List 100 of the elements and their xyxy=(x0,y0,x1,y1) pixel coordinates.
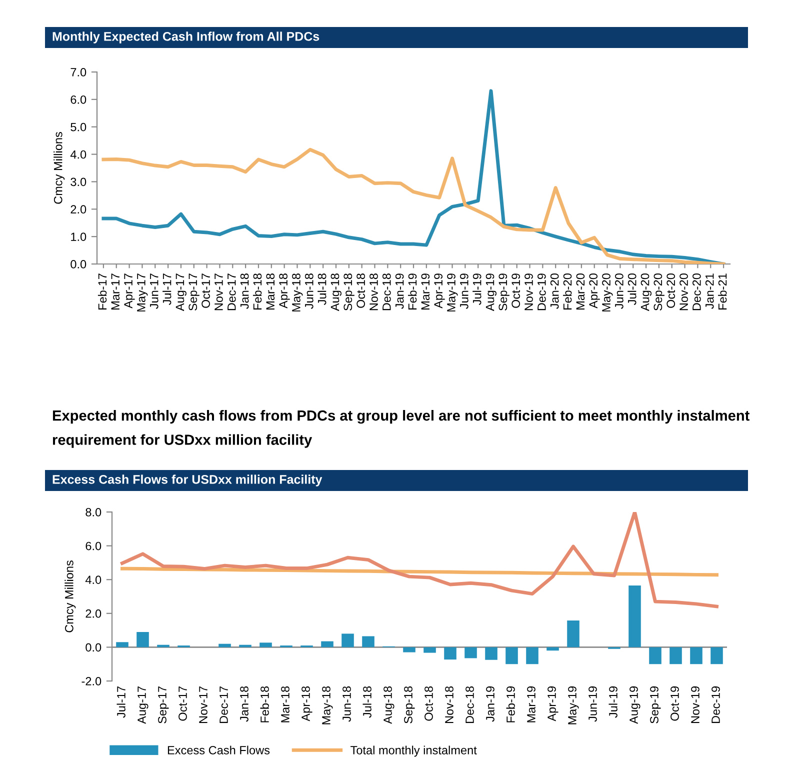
x-tick-label: Jul-20 xyxy=(628,273,636,305)
legend-label: Excess Cash Flows xyxy=(168,746,270,754)
x-tick-label: Apr-18 xyxy=(279,274,290,308)
x-tick-label: Feb-20 xyxy=(563,273,572,310)
bar xyxy=(321,641,334,648)
x-tick-label: Aug-18 xyxy=(330,274,342,312)
x-tick-label: Oct-17 xyxy=(202,274,210,308)
bar xyxy=(546,647,559,651)
x-tick-label: May-19 xyxy=(568,686,579,724)
x-tick-label: Mar-19 xyxy=(527,686,536,722)
x-tick-label: Jul-19 xyxy=(608,686,618,718)
x-tick-label: Sep-20 xyxy=(654,273,664,311)
x-tick-label: Jul-17 xyxy=(162,274,172,305)
bar xyxy=(260,642,272,648)
x-tick-label: Jan-18 xyxy=(240,686,248,722)
x-tick-label: Sep-19 xyxy=(498,274,510,311)
x-tick-label: Mar-17 xyxy=(111,274,120,310)
x-tick-label: Jan-20 xyxy=(550,273,559,309)
x-tick-label: Nov-18 xyxy=(370,274,378,310)
x-tick-label: Jul-18 xyxy=(362,686,372,718)
x-tick-label: Jun-20 xyxy=(615,273,624,309)
x-tick-label: Nov-17 xyxy=(199,686,208,723)
x-tick-label: Oct-19 xyxy=(670,686,679,721)
x-tick-label: Jan-18 xyxy=(240,274,249,309)
bar xyxy=(342,634,354,648)
x-tick-label: Mar-20 xyxy=(576,273,585,310)
x-tick-label: Jan-19 xyxy=(486,686,494,722)
x-tick-label: Jun-17 xyxy=(150,274,158,309)
x-tick-label: Apr-17 xyxy=(124,274,135,308)
x-tick-label: Jun-18 xyxy=(342,686,351,722)
x-tick-label: Jun-19 xyxy=(588,686,597,722)
x-tick-label: Sep-17 xyxy=(158,686,169,724)
bar xyxy=(628,586,641,648)
x-tick-label: Sep-19 xyxy=(650,686,661,724)
x-tick-label: Oct-20 xyxy=(666,273,676,308)
bar xyxy=(362,636,374,648)
y-tick-label: 7.0 xyxy=(70,68,86,76)
x-tick-label: Aug-20 xyxy=(640,273,652,312)
line-series xyxy=(102,148,726,264)
x-tick-label: Jul-17 xyxy=(116,686,126,718)
y-tick-label: 4.0 xyxy=(70,150,86,159)
legend-label: Total monthly instalment xyxy=(350,746,477,757)
x-tick-label: Apr-20 xyxy=(589,273,600,308)
x-tick-label: Jul-19 xyxy=(472,274,482,305)
x-tick-label: Apr-18 xyxy=(302,686,312,722)
y-axis-title: Cmcy Millions xyxy=(64,560,76,632)
y-tick-label: 2.0 xyxy=(86,609,102,618)
bar xyxy=(116,642,128,648)
bar xyxy=(670,647,682,664)
x-tick-label: Apr-19 xyxy=(548,686,558,722)
x-tick-label: Feb-17 xyxy=(98,274,107,310)
x-tick-label: Jun-18 xyxy=(304,274,314,309)
x-tick-label: Apr-19 xyxy=(434,274,445,308)
y-tick-label: 6.0 xyxy=(86,542,102,550)
bar xyxy=(403,647,416,652)
x-tick-label: Aug-17 xyxy=(176,274,186,312)
y-tick-label: 5.0 xyxy=(70,122,86,132)
bar xyxy=(424,647,436,653)
x-tick-label: Nov-19 xyxy=(524,274,533,310)
x-tick-label: Aug-17 xyxy=(138,686,148,724)
x-tick-label: Dec-19 xyxy=(712,686,720,723)
x-tick-label: Jan-19 xyxy=(395,274,404,309)
x-tick-label: Jun-19 xyxy=(460,274,468,309)
x-tick-label: Feb-18 xyxy=(260,686,269,722)
x-tick-label: Sep-18 xyxy=(404,686,415,724)
x-tick-label: Feb-21 xyxy=(718,274,727,310)
x-tick-label: Dec-17 xyxy=(220,686,228,723)
x-tick-label: May-18 xyxy=(292,274,303,312)
bar xyxy=(567,620,580,648)
bar xyxy=(136,632,149,648)
bar xyxy=(506,647,518,664)
x-tick-label: Mar-19 xyxy=(421,274,430,310)
x-tick-label: Mar-18 xyxy=(281,686,290,722)
x-tick-label: Sep-17 xyxy=(188,274,200,311)
x-tick-label: May-20 xyxy=(602,273,613,312)
y-tick-label: 4.0 xyxy=(85,576,102,584)
x-tick-label: Oct-18 xyxy=(424,686,433,721)
x-tick-label: Nov-19 xyxy=(691,686,700,723)
x-tick-label: Aug-19 xyxy=(630,686,640,724)
x-tick-label: Aug-19 xyxy=(486,274,497,312)
bar xyxy=(464,647,477,658)
bar xyxy=(218,644,231,648)
x-tick-label: Aug-18 xyxy=(384,686,394,724)
bar xyxy=(485,647,498,660)
y-tick-label: 8.0 xyxy=(86,508,102,516)
y-tick-label: 1.0 xyxy=(71,232,86,241)
y-axis-title: Cmcy Millions xyxy=(54,132,65,204)
x-tick-label: Nov-17 xyxy=(214,274,223,310)
chart-title: Excess Cash Flows for USDxx million Facility xyxy=(52,474,322,486)
line-series xyxy=(120,512,718,608)
y-tick-label: 6.0 xyxy=(70,95,86,104)
y-tick-label: -2.0 xyxy=(82,677,102,686)
x-tick-label: May-18 xyxy=(322,686,333,724)
x-tick-label: Nov-18 xyxy=(445,686,454,723)
y-tick-label: 2.0 xyxy=(70,205,86,214)
text: Expected monthly cash flows from PDCs at group level are not sufficient to meet monthly instalment requirement for USDxx million facility xyxy=(52,410,750,448)
x-tick-label: Mar-18 xyxy=(266,274,275,310)
x-tick-label: Dec-17 xyxy=(228,274,236,310)
x-tick-label: May-17 xyxy=(137,274,148,312)
y-tick-label: 0.0 xyxy=(70,260,86,268)
